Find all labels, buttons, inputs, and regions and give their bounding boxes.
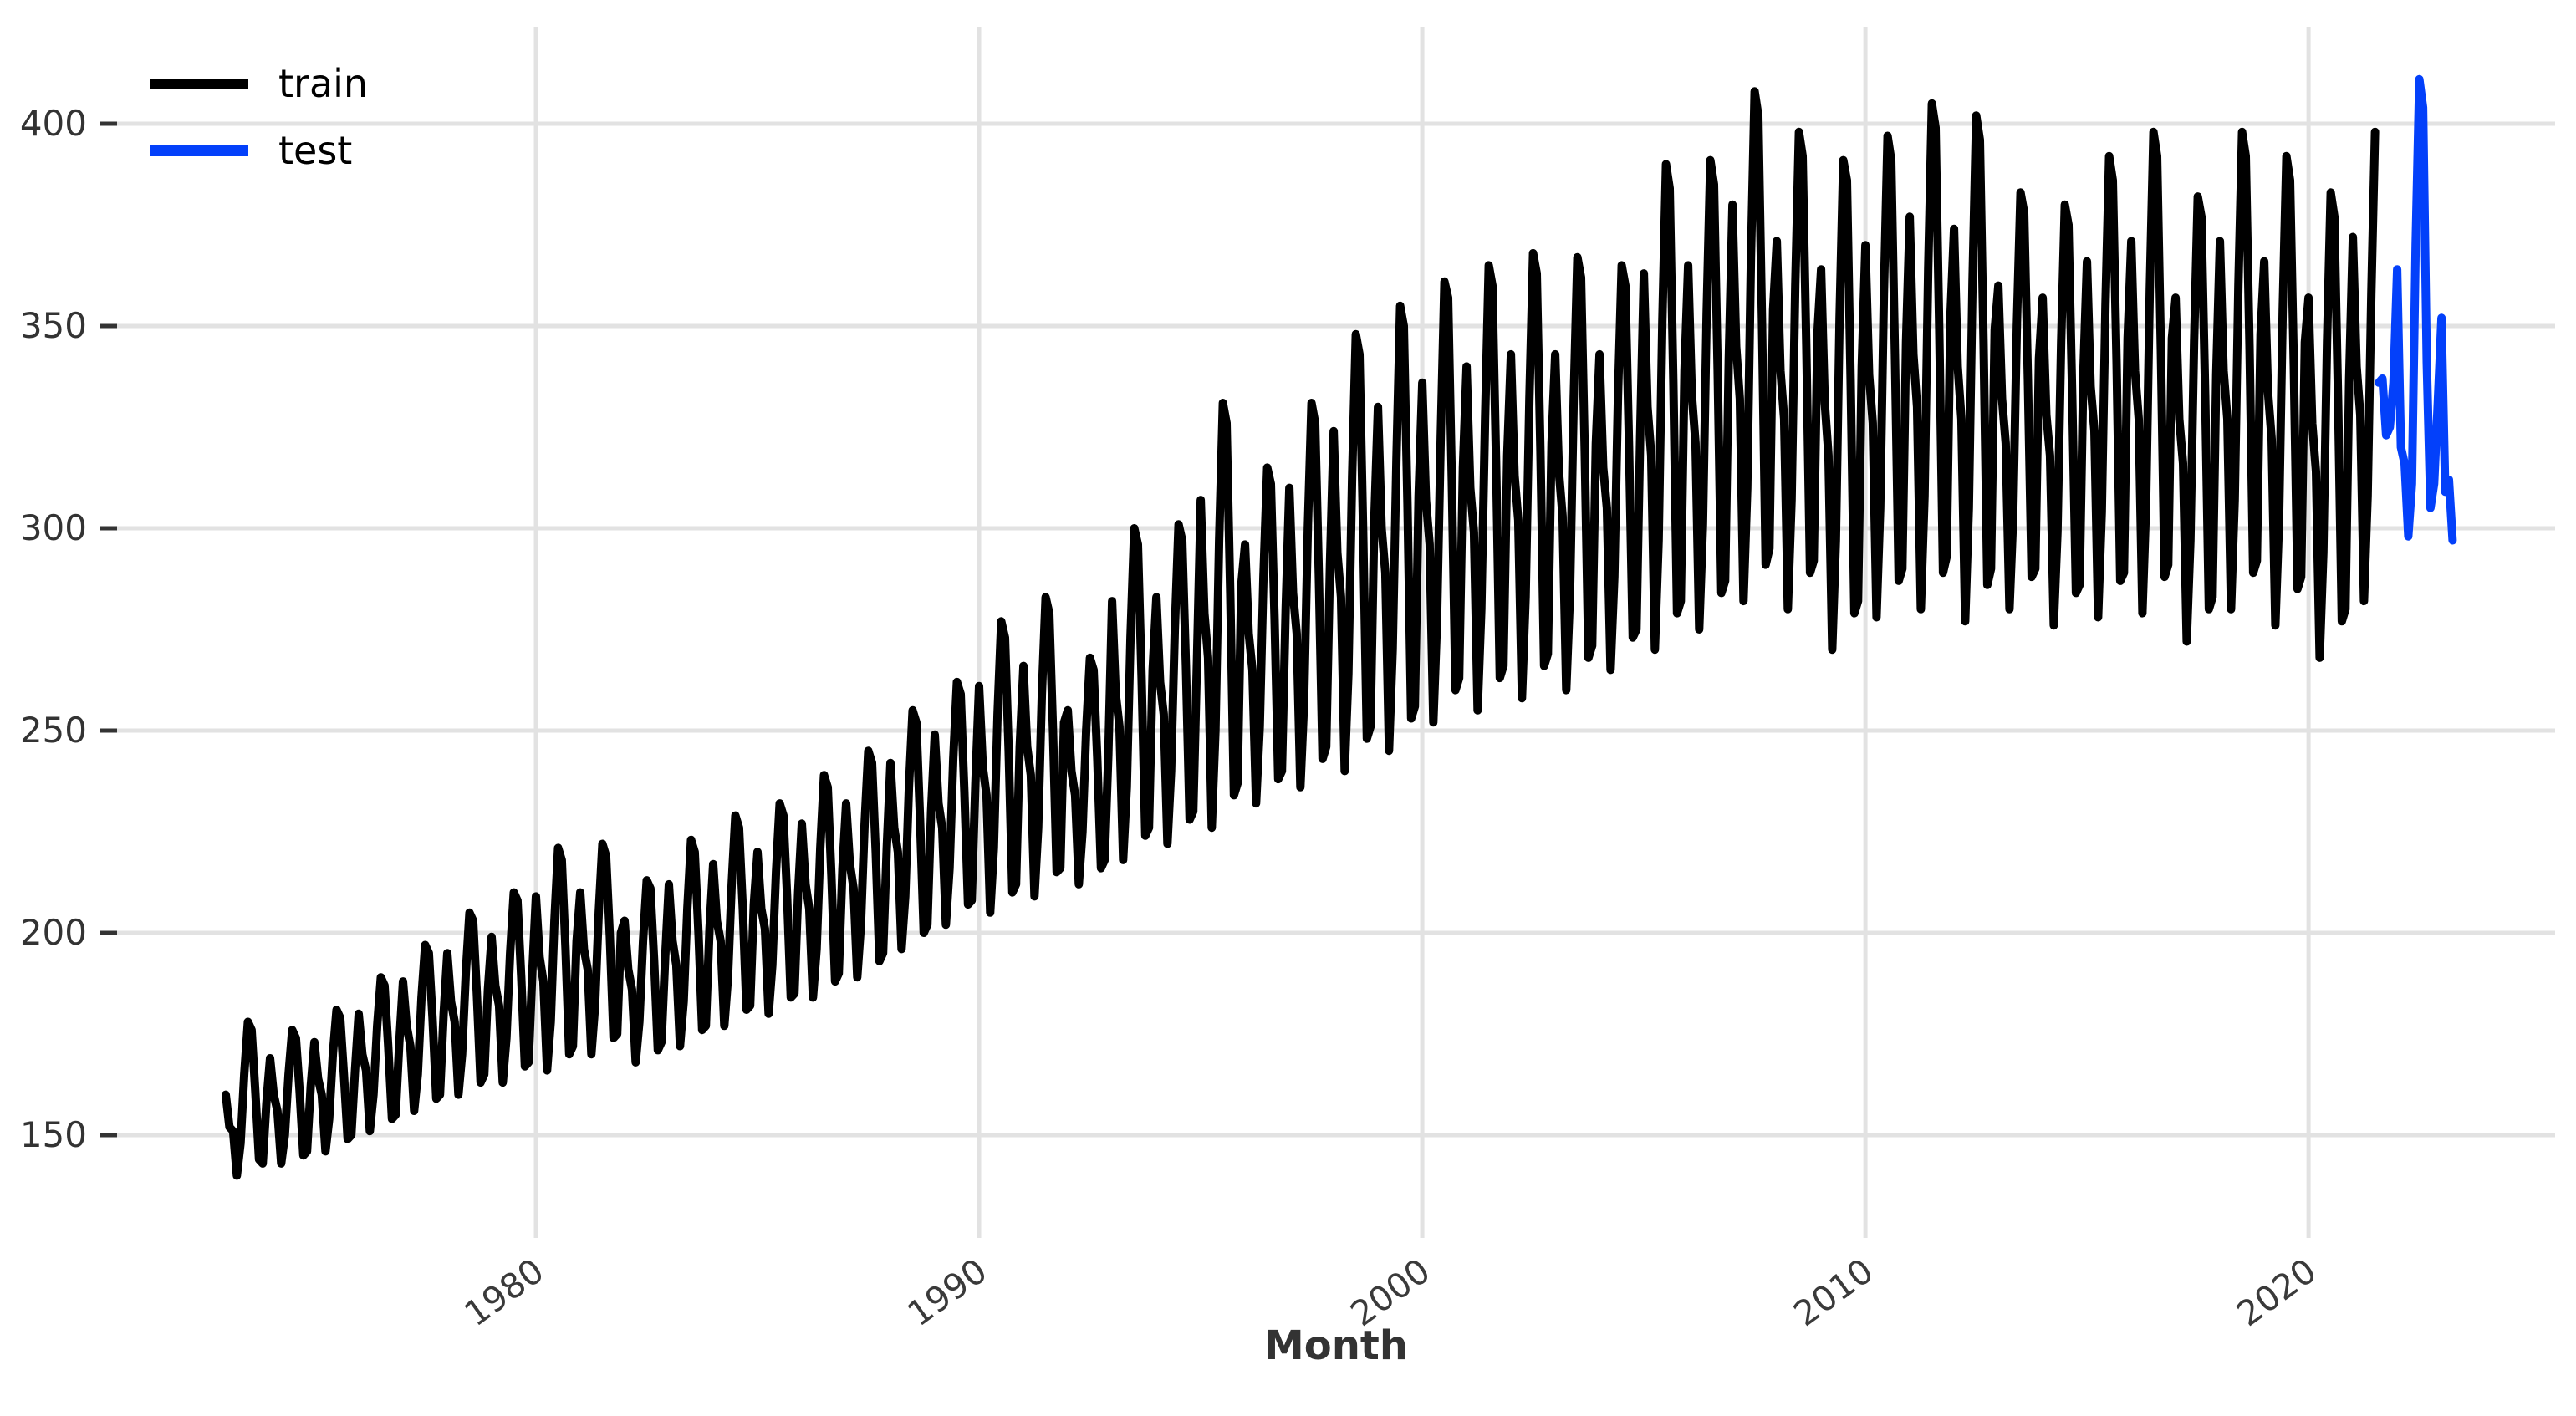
y-tick-label: 300 (19, 507, 87, 548)
y-tick-label: 200 (19, 912, 87, 953)
test-line (2375, 74, 2457, 545)
y-tick-label: 350 (19, 305, 87, 346)
y-tick-label: 250 (19, 710, 87, 751)
legend-label-train: train (278, 61, 369, 106)
legend: train test (150, 50, 368, 184)
train-line (222, 87, 2380, 1180)
x-axis-title: Month (1263, 1322, 1409, 1369)
legend-item-train: train (150, 50, 368, 117)
legend-label-test: test (278, 128, 353, 173)
train-line-swatch-icon (150, 78, 248, 89)
y-tick-label: 400 (19, 103, 87, 144)
test-line-swatch-icon (150, 145, 248, 156)
legend-item-test: test (150, 117, 368, 184)
y-tick-label: 150 (19, 1114, 87, 1155)
